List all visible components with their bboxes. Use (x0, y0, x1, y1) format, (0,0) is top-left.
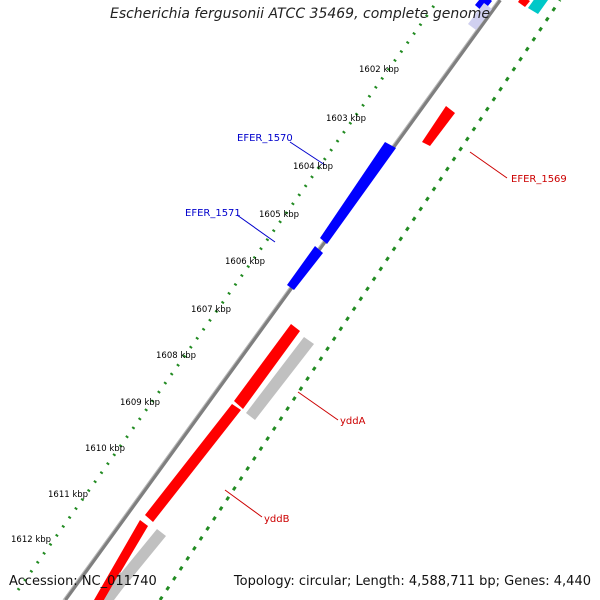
gene-label-efer-1569: EFER_1569 (511, 174, 567, 185)
gene-efer-1570[interactable] (320, 142, 396, 244)
gene-feature-partial-top-cyan (528, 0, 548, 14)
gene-feature-bottom-grey (104, 572, 130, 600)
tick-label: 1604 kbp (293, 162, 333, 172)
tick-label: 1609 kbp (120, 398, 160, 408)
tick-label: 1603 kbp (326, 114, 366, 124)
accession-label: Accession: NC_011740 (9, 574, 157, 589)
tick-label: 1606 kbp (225, 257, 265, 267)
gc-dashed-ring-inner (158, 0, 562, 600)
tick-label: 1607 kbp (191, 305, 231, 315)
backbone-line (63, 0, 502, 600)
tick-label: 1602 kbp (359, 65, 399, 75)
gene-yddb-shadow (121, 529, 166, 580)
gene-efer-1569[interactable] (422, 106, 455, 146)
gene-label-ydda: yddA (340, 416, 366, 427)
gene-ydda-shadow (246, 337, 314, 420)
tick-label: 1611 kbp (48, 490, 88, 500)
tick-label: 1610 kbp (85, 444, 125, 454)
gene-feature-partial-top-red (518, 0, 530, 7)
leader-efer-1570 (289, 141, 326, 166)
backbone-highlight (62, 0, 499, 600)
leader-efer-1569 (469, 151, 508, 179)
tick-label: 1608 kbp (156, 351, 196, 361)
gene-label-efer-1571: EFER_1571 (185, 208, 241, 219)
leader-ydda (297, 391, 339, 421)
genome-summary: Topology: circular; Length: 4,588,711 bp… (233, 574, 591, 589)
tick-label: 1612 kbp (11, 535, 51, 545)
gc-dotted-ring-outer (16, 0, 440, 591)
leader-yddb (224, 489, 263, 518)
gene-feature-bottom-red (94, 520, 148, 600)
gene-feature-partial-top-lavender (468, 3, 492, 30)
tick-label: 1605 kbp (259, 210, 299, 220)
gene-efer-1571[interactable] (287, 246, 323, 290)
map-title: Escherichia fergusonii ATCC 35469, compl… (109, 6, 491, 22)
gene-label-yddb: yddB (264, 514, 290, 525)
gene-label-efer-1570: EFER_1570 (237, 133, 293, 144)
gene-ydda[interactable] (234, 324, 300, 409)
leader-efer-1571 (236, 214, 276, 243)
gene-yddb[interactable] (145, 404, 241, 522)
